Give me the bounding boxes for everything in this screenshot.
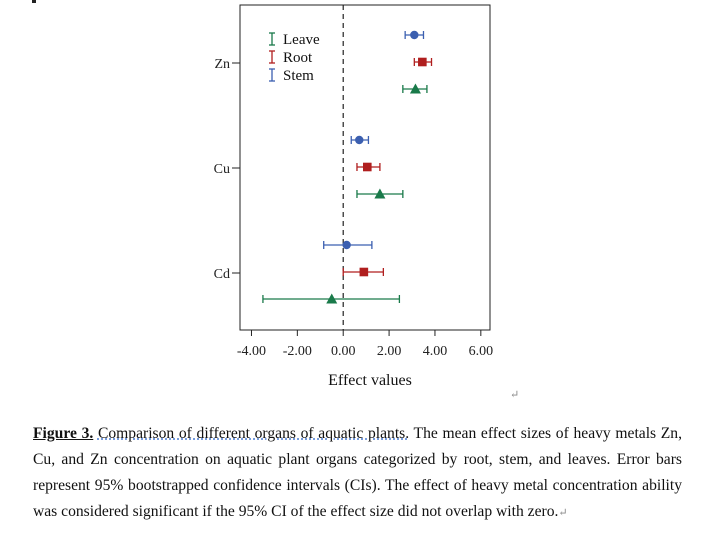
legend-item-stem: Stem [269,68,314,84]
marker-stem-cd [342,240,351,250]
y-tick-label-cd: Cd [214,267,230,282]
marker-root-cu [362,162,372,172]
corner-mark [32,0,36,3]
marker-leave-cu [374,188,386,199]
caption-body: The mean effect sizes of heavy metals Zn… [33,425,682,520]
y-tick-label-cu: Cu [214,162,230,177]
data-point-stem-cu [350,135,370,145]
legend-item-leave: Leave [269,32,320,48]
x-tick-label: 6.00 [469,344,494,359]
caption-label: Figure 3. [33,425,94,442]
data-point-leave-zn [402,83,428,94]
marker-root-cd [359,267,369,277]
legend-label-leave: Leave [283,32,320,48]
x-tick-label: 0.00 [331,344,356,359]
x-tick-label: 2.00 [377,344,402,359]
marker-stem-zn [410,30,419,40]
marker-root-zn [418,57,427,67]
data-point-leave-cd [262,293,401,304]
y-tick-label-zn: Zn [214,57,230,72]
figure-caption: Figure 3. Comparison of different organs… [33,421,682,526]
legend-label-stem: Stem [283,68,314,84]
caption-title: Comparison of different organs of aquati… [97,425,410,442]
return-mark: ↵ [510,389,520,401]
x-tick-label: 4.00 [423,344,448,359]
forest-plot: Zn Cu Cd -4.00 -2.00 0.00 2.00 4.00 6.00 Leave R… [214,4,494,389]
data-point-leave-cu [356,188,404,199]
data-point-stem-cd [323,240,373,250]
data-point-stem-zn [404,30,425,40]
data-point-root-zn [413,57,433,67]
data-point-root-cu [356,162,381,172]
legend-label-root: Root [283,50,313,66]
x-tick-label: -4.00 [237,344,266,359]
legend-item-root: Root [269,50,313,66]
paragraph-mark: ↵ [558,507,568,519]
marker-stem-cu [355,135,364,145]
x-axis-title: Effect values [328,372,412,389]
marker-leave-cd [326,293,338,304]
data-point-root-cd [342,267,384,277]
marker-leave-zn [409,83,421,94]
x-tick-label: -2.00 [283,344,312,359]
